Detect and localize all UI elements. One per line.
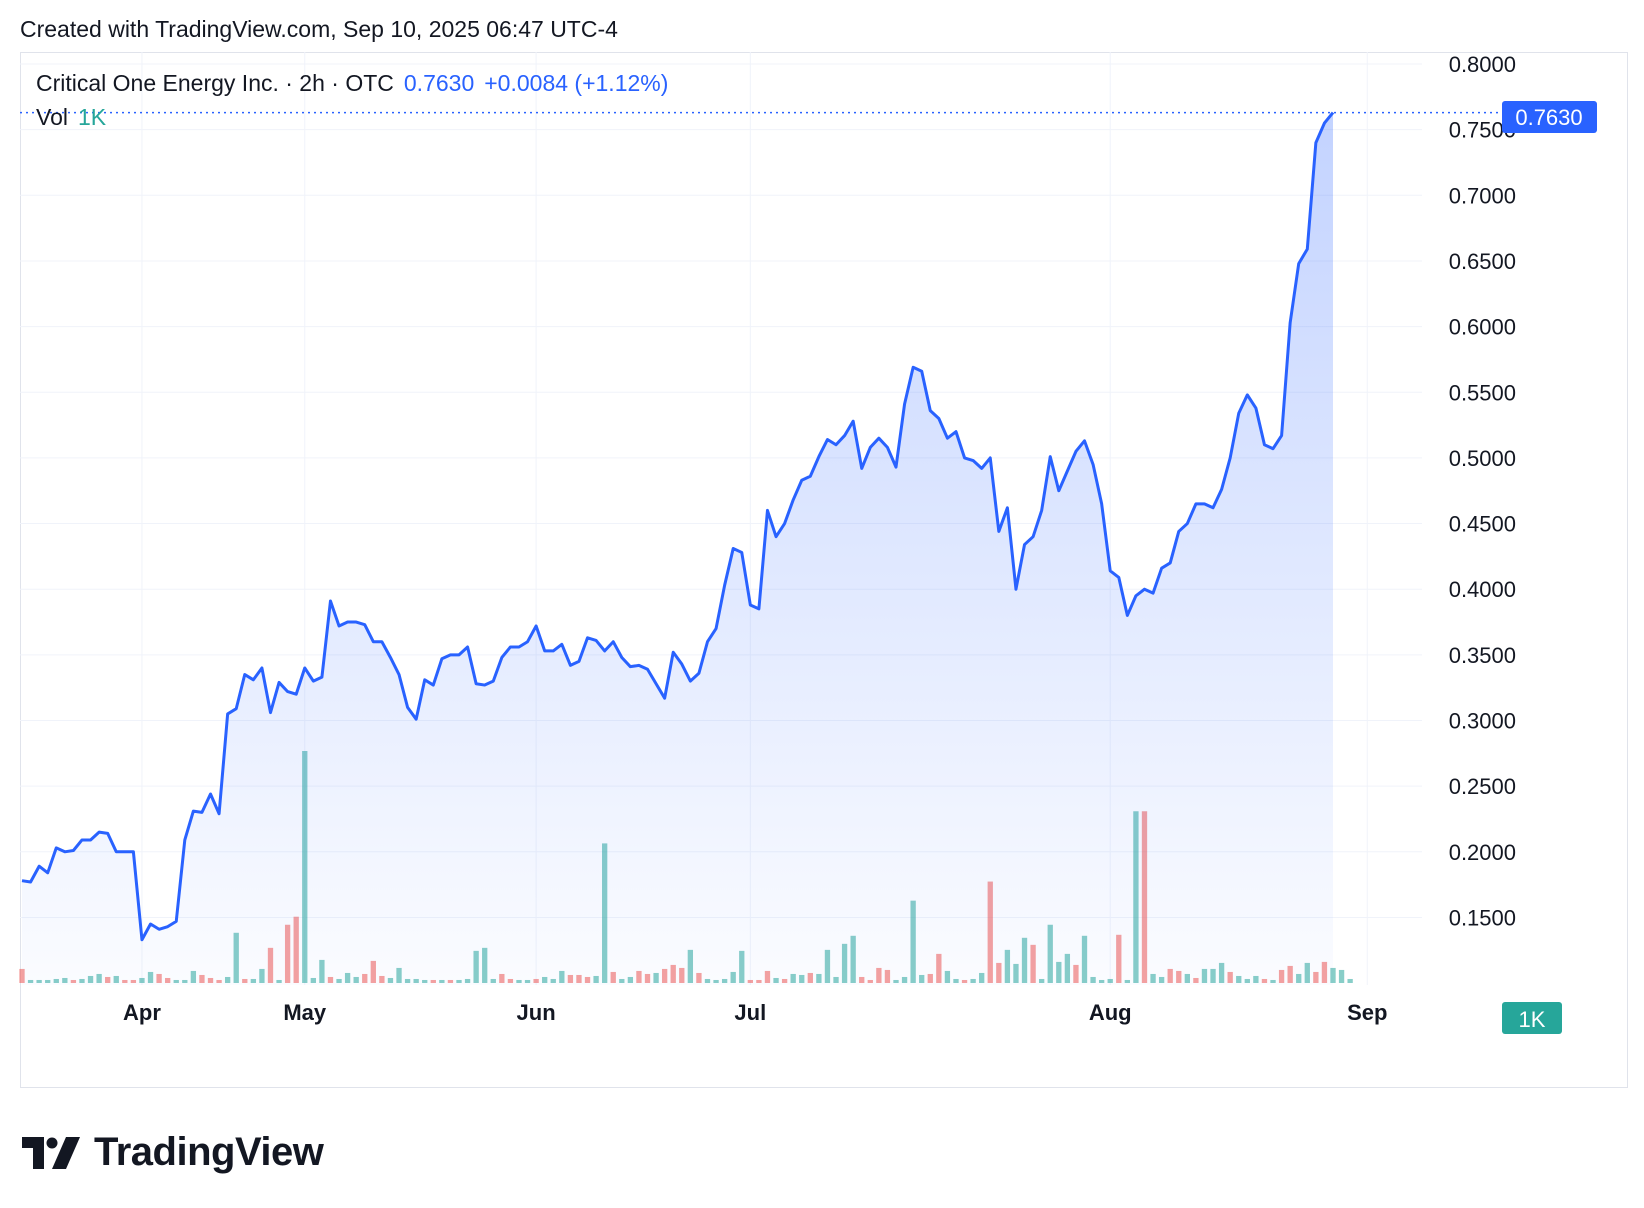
volume-value: 1K [77, 104, 107, 130]
time-tick-label: Jun [517, 1000, 556, 1025]
time-tick-label: Sep [1347, 1000, 1387, 1025]
price-tick-label: 0.7000 [1449, 183, 1516, 208]
last-price: 0.7630 [403, 70, 475, 96]
tradingview-wordmark: TradingView [94, 1130, 324, 1174]
volume-tag: 1K [1519, 1007, 1546, 1032]
price-tick-label: 0.2000 [1449, 840, 1516, 865]
price-tick-label: 0.8000 [1449, 52, 1516, 77]
symbol-title: Critical One Energy Inc. · 2h · OTC [36, 70, 394, 96]
tradingview-logo[interactable]: TradingView [22, 1130, 324, 1175]
volume-bar [1338, 969, 1345, 983]
price-tick-label: 0.4000 [1449, 577, 1516, 602]
volume-bar [1347, 978, 1353, 983]
volume-label: Vol [36, 104, 68, 130]
time-axis[interactable]: Apr May Jun Jul Aug Sep [123, 1000, 1387, 1025]
chart-frame [20, 52, 1628, 1088]
price-tick-label: 0.3500 [1449, 643, 1516, 668]
time-tick-label: Aug [1089, 1000, 1132, 1025]
time-tick-label: Jul [734, 1000, 766, 1025]
price-tick-label: 0.2500 [1449, 774, 1516, 799]
price-area-fill [22, 112, 1333, 985]
price-tick-label: 0.1500 [1449, 905, 1516, 930]
price-tick-label: 0.6500 [1449, 249, 1516, 274]
price-axis[interactable]: 0.80000.75000.70000.65000.60000.55000.50… [1449, 52, 1516, 930]
created-with-label: Created with TradingView.com, Sep 10, 20… [20, 16, 618, 42]
symbol-legend[interactable]: Critical One Energy Inc. · 2h · OTC 0.763… [36, 70, 668, 97]
time-tick-label: Apr [123, 1000, 161, 1025]
price-tick-label: 0.5500 [1449, 380, 1516, 405]
price-line [21, 111, 1335, 942]
tradingview-logo-icon [22, 1136, 80, 1169]
price-tick-label: 0.4500 [1449, 512, 1516, 537]
price-tag-bg [1502, 101, 1597, 133]
price-tick-label: 0.5000 [1449, 446, 1516, 471]
time-tick-label: May [283, 1000, 327, 1025]
price-area [21, 111, 1335, 985]
price-tick-label: 0.6000 [1449, 315, 1516, 340]
axis-tags: 0.7630 1K [1502, 101, 1597, 1034]
volume-legend[interactable]: Vol 1K [36, 104, 106, 131]
price-tick-label: 0.3000 [1449, 709, 1516, 734]
volume-tag-bg [1502, 1002, 1562, 1034]
price-tag: 0.7630 [1515, 105, 1582, 130]
price-change: +0.0084 (+1.12%) [484, 70, 669, 96]
